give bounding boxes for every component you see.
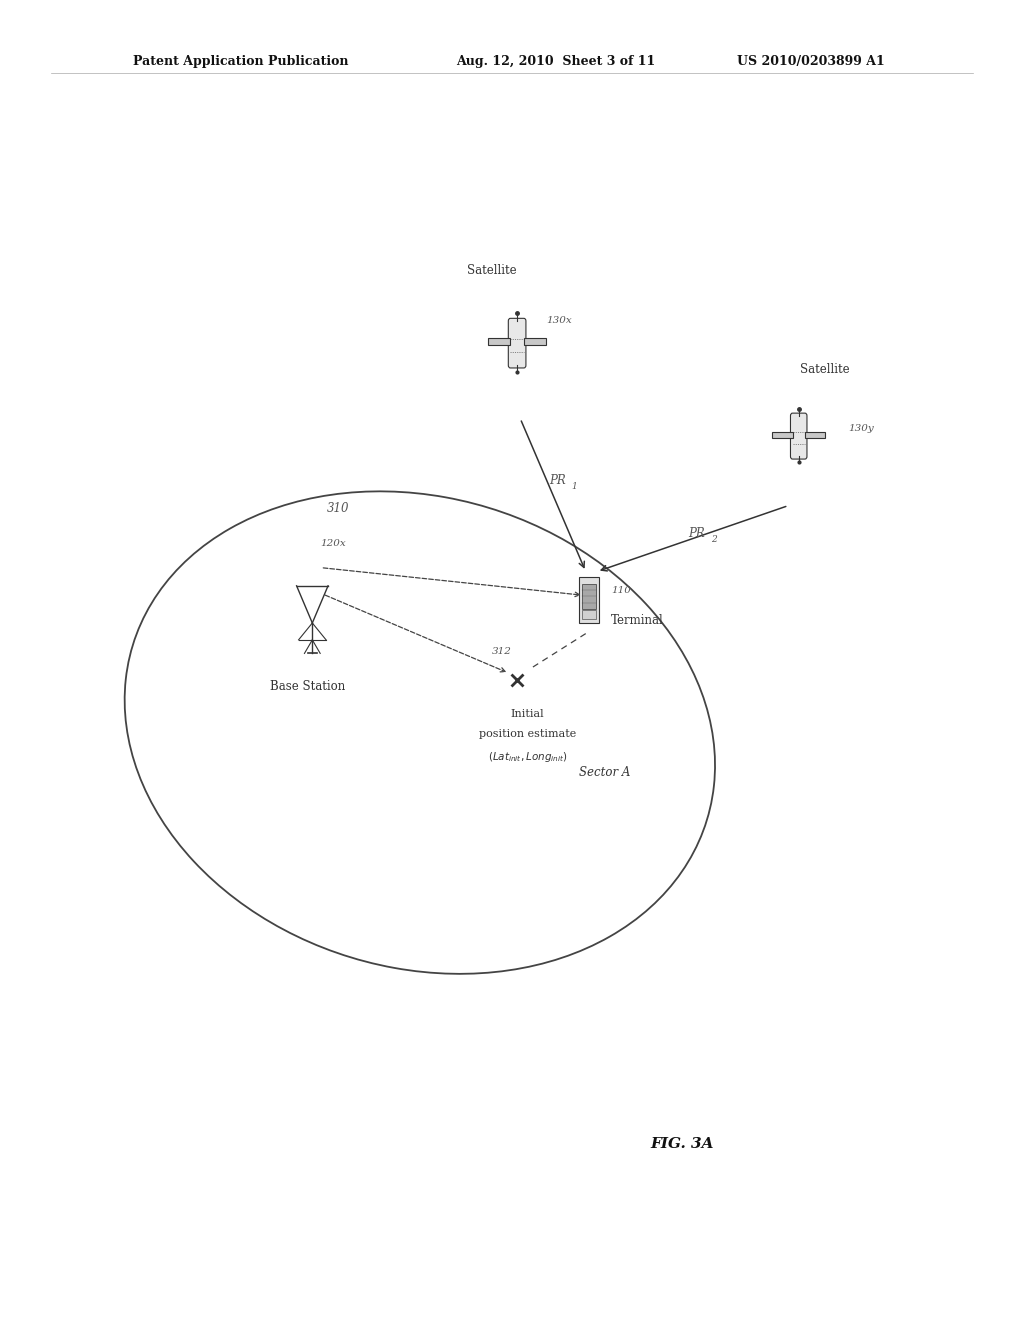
Text: 130x: 130x [546, 317, 571, 325]
Text: US 2010/0203899 A1: US 2010/0203899 A1 [737, 55, 885, 69]
Text: 110: 110 [611, 586, 631, 594]
Bar [772, 432, 793, 438]
Text: PR: PR [549, 474, 565, 487]
Text: Patent Application Publication: Patent Application Publication [133, 55, 348, 69]
Text: 130y: 130y [848, 425, 873, 433]
FancyBboxPatch shape [508, 318, 526, 368]
Text: 312: 312 [493, 647, 512, 656]
Text: Satellite: Satellite [800, 363, 849, 376]
Text: Sector A: Sector A [579, 766, 630, 779]
Bar [488, 338, 510, 346]
Text: Aug. 12, 2010  Sheet 3 of 11: Aug. 12, 2010 Sheet 3 of 11 [456, 55, 655, 69]
Text: position estimate: position estimate [479, 729, 575, 739]
Text: 2: 2 [711, 535, 717, 544]
FancyBboxPatch shape [791, 413, 807, 459]
Text: FIG. 3A: FIG. 3A [650, 1137, 714, 1151]
Text: Initial: Initial [511, 709, 544, 719]
Bar [582, 583, 596, 609]
Text: $(Lat_{init}, Long_{init})$: $(Lat_{init}, Long_{init})$ [487, 750, 567, 764]
Text: 310: 310 [327, 502, 349, 515]
Bar [805, 432, 825, 438]
Text: PR: PR [688, 527, 705, 540]
Text: 120x: 120x [321, 540, 346, 548]
Bar [579, 577, 599, 623]
Text: Terminal: Terminal [611, 614, 665, 627]
Bar [524, 338, 546, 346]
Text: Satellite: Satellite [467, 264, 516, 277]
Text: Base Station: Base Station [269, 680, 345, 693]
Bar [582, 610, 596, 619]
Text: 1: 1 [571, 482, 578, 491]
